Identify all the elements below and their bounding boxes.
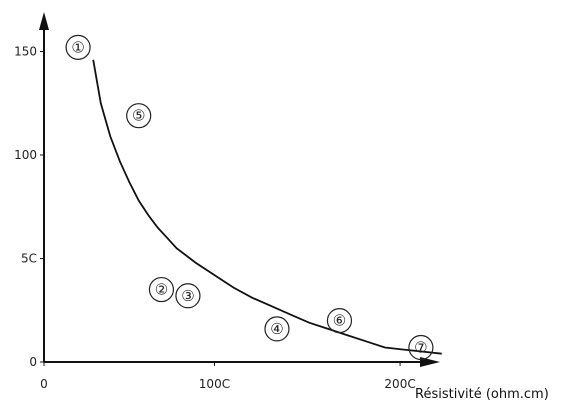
y-tick-label: 150 — [14, 45, 37, 59]
y-axis-arrow-icon — [39, 12, 49, 30]
x-tick-label: 200C — [384, 377, 415, 391]
annotation-marker: ② — [148, 276, 175, 303]
markers: ① ⑤ ② ③ ④ ⑥ ⑦ — [65, 34, 434, 361]
x-tick-label: 0 — [40, 377, 48, 391]
annotation-marker: ④ — [264, 316, 290, 342]
x-axis-title: Résistivité (ohm.cm) — [415, 387, 549, 402]
annotation-circle — [175, 283, 201, 309]
annotation-marker: ① — [65, 34, 91, 60]
annotation-label: ④ — [270, 320, 283, 338]
annotation-label: ② — [155, 281, 168, 299]
annotation-label: ① — [71, 38, 84, 56]
series-line — [92, 59, 442, 355]
y-tick-label: 0 — [29, 355, 37, 369]
y-tick-label: 5C — [21, 252, 37, 266]
annotation-circle — [264, 316, 290, 342]
x-tick-label: 100C — [199, 377, 230, 391]
ticks: 0 100C 200C 0 5C 100 150 — [14, 45, 416, 392]
annotation-label: ⑦ — [414, 339, 427, 357]
y-tick-label: 100 — [14, 148, 37, 162]
x-axis-arrow-icon — [420, 357, 440, 367]
annotation-label: ⑥ — [333, 312, 346, 330]
axes: Résistivité (ohm.cm) — [39, 12, 549, 402]
annotation-marker: ⑦ — [408, 334, 434, 361]
annotation-label: ③ — [181, 287, 194, 305]
annotation-marker: ⑥ — [326, 308, 353, 334]
annotation-label: ⑤ — [132, 107, 145, 125]
annotation-marker: ③ — [175, 283, 201, 309]
annotation-circle — [408, 334, 434, 361]
annotation-circle — [326, 308, 353, 334]
annotation-circle — [148, 276, 175, 303]
annotation-circle — [65, 34, 91, 60]
annotation-circle — [126, 103, 152, 129]
annotation-marker: ⑤ — [126, 103, 152, 129]
